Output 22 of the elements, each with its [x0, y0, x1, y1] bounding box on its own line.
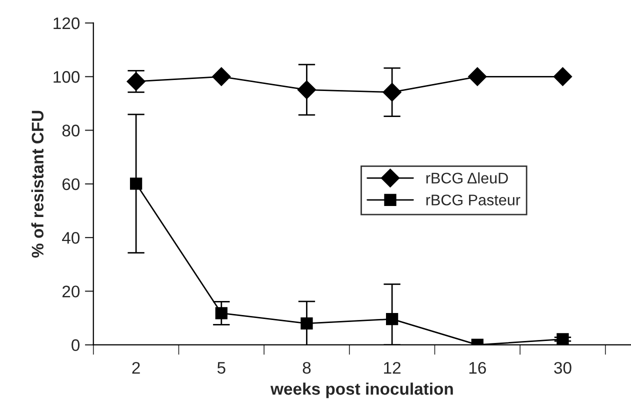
x-tick-label: 2	[132, 362, 140, 374]
x-tick-label: 8	[302, 362, 311, 374]
point	[553, 67, 572, 86]
y-tick-label: 100	[54, 71, 80, 83]
y-tick-label: 80	[62, 124, 80, 136]
x-tick-label: 12	[384, 362, 400, 374]
legend-label: rBCG Pasteur	[426, 194, 520, 206]
x-tick-label: 30	[554, 362, 572, 374]
legend-label: rBCG ΔleuD	[426, 172, 508, 184]
x-tick-label: 5	[217, 362, 226, 374]
point	[212, 67, 231, 86]
y-tick-label: 120	[54, 17, 80, 30]
y-tick-label: 20	[62, 286, 80, 298]
y-tick-label: 0	[72, 339, 80, 352]
y-tick-label: 60	[62, 178, 80, 190]
y-axis-title: % of resistant CFU	[31, 110, 44, 258]
y-tick-label: 40	[62, 232, 80, 244]
x-tick-label: 16	[469, 362, 486, 374]
x-axis-title: weeks post inoculation	[270, 382, 453, 398]
point	[300, 317, 313, 330]
point	[468, 67, 487, 86]
point	[215, 307, 228, 320]
